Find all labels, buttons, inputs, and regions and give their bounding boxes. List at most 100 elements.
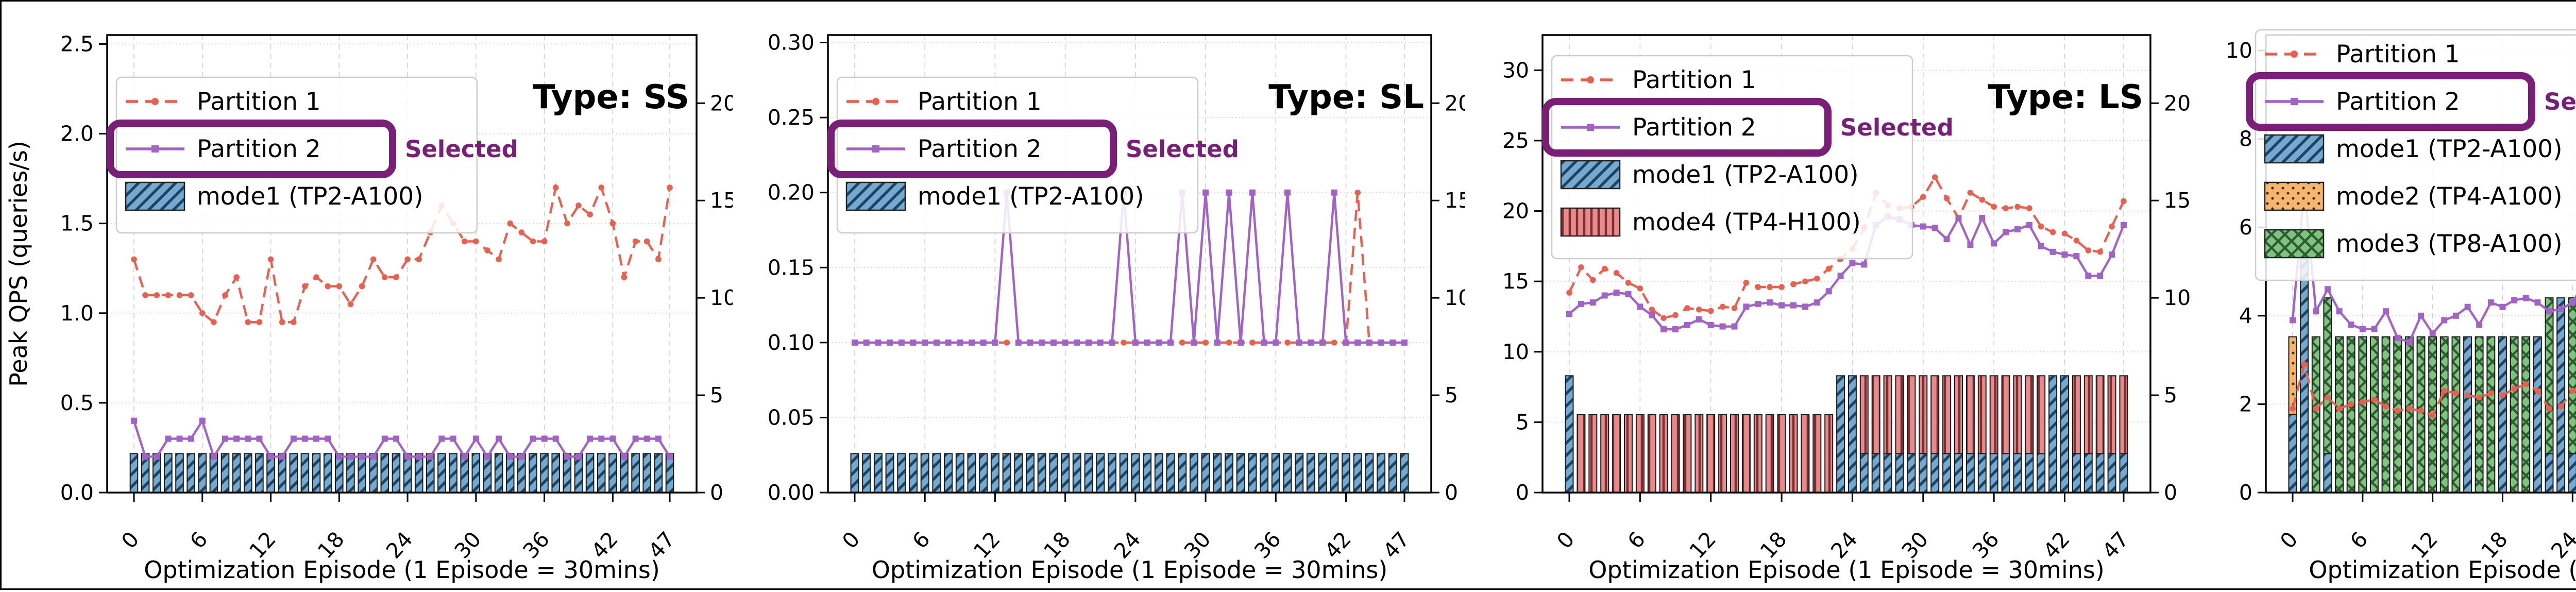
partition2-marker [279,453,285,460]
partition2-marker [2464,303,2471,310]
gpu-bar-mode3 [2404,336,2414,493]
gpu-bar-mode4 [1977,375,1987,454]
partition1-marker [382,274,388,280]
gpu-bar-mode3 [2358,336,2367,493]
partition1-marker [2511,385,2517,392]
partition1-marker [154,292,160,298]
partition1-marker [2418,408,2424,414]
right-tick-label: 0 [2164,480,2177,505]
partition1-marker [1284,340,1291,346]
gpu-bar-mode3 [2311,336,2320,493]
chart-panel-ss: 0.0 0.5 1.0 1.5 2.0 2.5 0 5 10 15 20 0 6 12 18 24 30 36 42… [0,0,737,590]
partition1-line [132,183,671,324]
gpu-bar-mode1 [312,453,321,494]
right-tick-label: 10 [2164,285,2191,310]
partition2-marker [199,417,206,424]
legend-label-partition1: Partition 1 [197,88,321,116]
partition1-marker [1778,284,1785,290]
gpu-bar-mode1 [979,453,988,494]
partition1-marker [1566,290,1572,296]
partition1-marker [564,220,570,227]
partition1-marker [1249,340,1256,346]
left-tick-label: 2 [2239,392,2252,416]
partition2-marker [2557,306,2564,312]
gpu-bar-mode1 [2060,375,2069,493]
partition2-marker [655,435,662,442]
partition2-marker [1825,288,1832,295]
partition1-marker [2073,238,2080,244]
gpu-bar-mode1 [221,453,230,494]
partition2-marker [1214,339,1221,346]
right-tick-label: 0 [710,480,723,505]
partition2-marker [1354,339,1361,346]
gpu-bar-mode3 [2451,336,2461,493]
partition2-marker [1050,339,1057,346]
gpu-bar-mode4 [1730,414,1739,494]
gpu-bar-mode4 [1765,414,1774,494]
gpu-bar-mode4 [1801,414,1810,494]
gpu-bar-mode4 [2072,375,2081,454]
partition1-marker [291,319,297,325]
partition1-marker [2546,405,2552,412]
partition1-marker [1179,340,1185,346]
partition1-marker [2061,230,2068,237]
partition2-marker [887,339,893,346]
partition1-marker [2109,223,2115,230]
partition2-marker [598,435,605,442]
partition2-marker [2121,222,2127,228]
gpu-bar-mode1 [1119,453,1128,494]
partition1-marker [552,184,559,191]
gpu-bar-mode1 [1954,453,1963,494]
gpu-bar-mode4 [1577,414,1586,494]
partition1-marker [1004,340,1010,346]
x-axis-label: Optimization Episode (1 Episode = 30mins… [2309,556,2576,584]
gpu-bar-mode1 [654,453,663,494]
right-tick-label: 0 [1445,480,1458,505]
partition1-marker [256,319,263,325]
type-title: Type: SL [1268,78,1424,116]
gpu-bar-mode1 [873,453,883,494]
partition1-marker [1731,305,1738,311]
selected-highlight-box [1542,98,1832,157]
gpu-bar-mode1 [2533,336,2542,493]
partition2-marker [1027,339,1033,346]
partition2-marker [245,435,251,442]
partition2-marker [2324,286,2331,293]
partition2-marker [2522,295,2529,301]
partition2-marker [575,453,582,460]
partition1-marker [1637,285,1643,292]
gpu-bar-mode1 [494,453,503,494]
partition2-marker [496,435,502,442]
gpu-bar-mode4 [2107,375,2116,454]
legend-label-mode1: mode1 (TP2-A100) [1632,161,1859,189]
selected-highlight-box [827,120,1117,178]
gpu-bar-mode1 [1848,375,1857,493]
partition1-marker [621,274,628,280]
gpu-bar-mode1 [1108,453,1116,494]
partition1-marker [598,184,604,191]
gpu-bar-mode1 [920,453,929,494]
partition2-marker [1814,299,1820,306]
partition2-marker [2313,308,2319,315]
partition2-marker [2534,299,2541,306]
partition2-marker [484,453,490,460]
gpu-bar-mode1 [1131,453,1140,494]
gpu-bar-mode4 [1671,414,1680,494]
partition1-marker [2534,387,2541,394]
gpu-bar-mode1 [1353,453,1362,494]
partition1-marker [2003,205,2009,211]
gpu-bar-mode3 [2521,336,2531,493]
partition1-marker [530,238,536,245]
partition1-marker [1649,307,1655,313]
legend-label-partition2: Partition 2 [1632,113,1756,142]
left-tick-label: 1.5 [60,211,94,236]
gpu-bar-mode1 [1201,453,1210,494]
gpu-bar-mode1 [380,453,389,494]
partition1-marker [233,274,240,280]
partition1-marker [632,238,639,245]
gpu-bar-mode4 [2119,375,2128,454]
partition1-marker [176,292,183,298]
partition1-marker [325,283,331,290]
